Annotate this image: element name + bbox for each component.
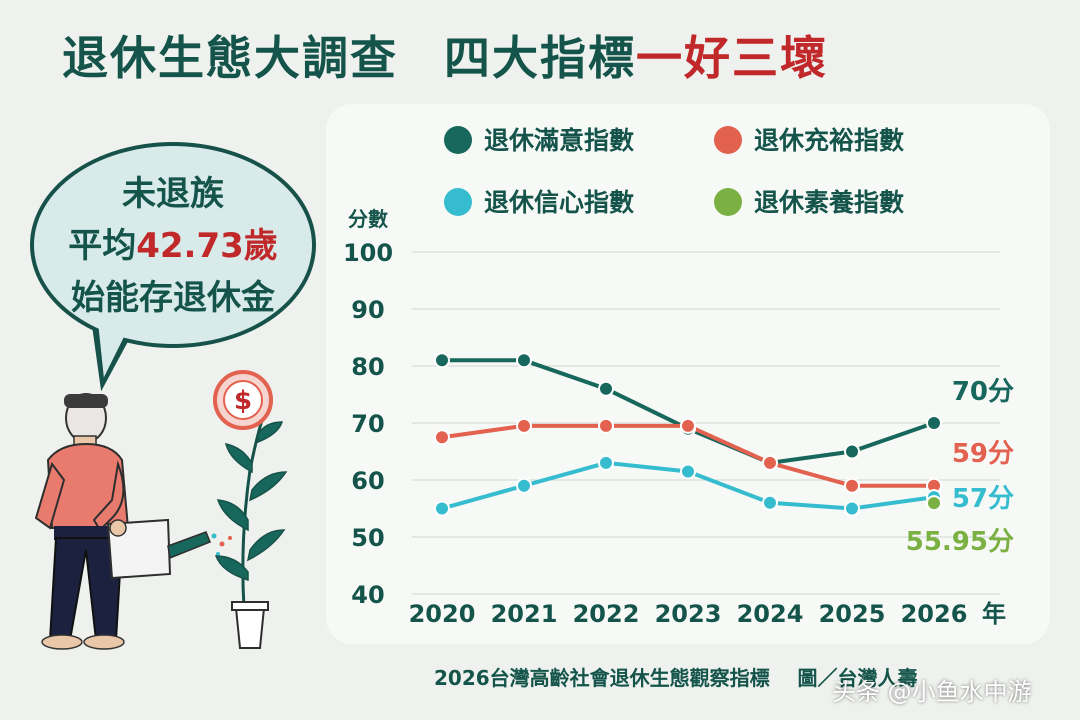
series-end-label: 57分: [952, 484, 1014, 514]
legend-marker: [714, 126, 742, 154]
y-tick-label: 50: [351, 524, 384, 552]
person-watering-illustration: $: [34, 370, 288, 650]
y-axis-ticks: 40 50 60 70 80 90 100: [343, 239, 393, 609]
data-point: [434, 352, 450, 369]
callout-line1: 未退族: [122, 174, 224, 214]
data-point: [844, 443, 860, 460]
x-tick-label: 2024: [737, 600, 804, 628]
x-tick-label: 2022: [573, 600, 640, 628]
chart-source-footer: 2026台灣高齡社會退休生態觀察指標 圖／台灣人壽: [434, 662, 918, 691]
y-tick-label: 60: [351, 467, 384, 495]
credit-text: 圖／台灣人壽: [797, 666, 918, 690]
title-highlight: 一好三壞: [636, 31, 828, 85]
y-tick-label: 100: [343, 239, 393, 267]
y-tick-label: 70: [351, 410, 384, 438]
x-tick-label: 2026: [901, 600, 968, 628]
data-point: [844, 477, 860, 494]
data-point: [926, 415, 942, 431]
callout-line3: 始能存退休金: [71, 278, 275, 318]
legend-label: 退休信心指數: [484, 188, 634, 217]
person-figure: [34, 393, 130, 650]
data-point: [680, 463, 696, 480]
data-point: [516, 352, 532, 369]
data-point: [434, 429, 450, 446]
data-point: [516, 417, 532, 434]
data-point: [516, 477, 532, 494]
callout-line2: 平均42.73歲: [30, 220, 316, 272]
y-axis-label: 分數: [348, 207, 388, 231]
legend-marker: [444, 188, 472, 216]
watermark: 头条 @小鱼水中游: [832, 678, 1032, 706]
series-line: [442, 358, 935, 465]
dollar-coin-icon: $: [213, 370, 273, 430]
data-point: [926, 495, 942, 512]
legend-marker: [714, 188, 742, 216]
x-axis-unit: 年: [982, 600, 1006, 628]
chart-grid: [412, 251, 1000, 595]
legend-label: 退休素養指數: [754, 188, 904, 217]
series-end-label: 55.95分: [906, 527, 1014, 557]
y-tick-label: 40: [351, 581, 384, 609]
callout-line2-prefix: 平均: [68, 226, 137, 266]
data-point: [434, 500, 450, 517]
chart-end-labels: 70分 59分 57分 55.95分: [906, 377, 1014, 557]
data-point: [598, 417, 614, 434]
svg-text:$: $: [234, 386, 252, 416]
x-tick-label: 2023: [655, 600, 722, 628]
watering-can-icon: [106, 518, 232, 580]
x-tick-label: 2020: [409, 600, 476, 628]
callout-age: 42.73歲: [136, 226, 278, 266]
page-title: 退休生態大調查 四大指標一好三壞: [62, 22, 828, 88]
data-point: [844, 500, 860, 517]
x-tick-label: 2021: [491, 600, 558, 628]
speech-bubble: [30, 142, 316, 348]
x-tick-label: 2025: [819, 600, 886, 628]
plant-icon: [214, 419, 288, 649]
data-point: [762, 494, 778, 511]
x-axis-ticks: 2020 2021 2022 2023 2024 2025 2026 年: [409, 600, 1006, 628]
y-tick-label: 90: [351, 296, 384, 324]
data-point: [680, 417, 696, 434]
legend-label: 退休滿意指數: [484, 126, 634, 155]
legend-label: 退休充裕指數: [754, 126, 904, 155]
chart-series-points: [434, 352, 942, 517]
series-end-label: 70分: [952, 377, 1014, 407]
legend-marker: [444, 126, 472, 154]
data-point: [598, 454, 614, 471]
title-sub: 四大指標: [444, 31, 636, 85]
title-main: 退休生態大調查: [62, 31, 398, 85]
data-point: [598, 380, 614, 397]
y-tick-label: 80: [351, 353, 384, 381]
data-point: [762, 454, 778, 471]
source-text: 2026台灣高齡社會退休生態觀察指標: [434, 666, 770, 690]
series-end-label: 59分: [952, 439, 1014, 469]
callout-text: 未退族 平均42.73歲 始能存退休金: [30, 168, 316, 324]
